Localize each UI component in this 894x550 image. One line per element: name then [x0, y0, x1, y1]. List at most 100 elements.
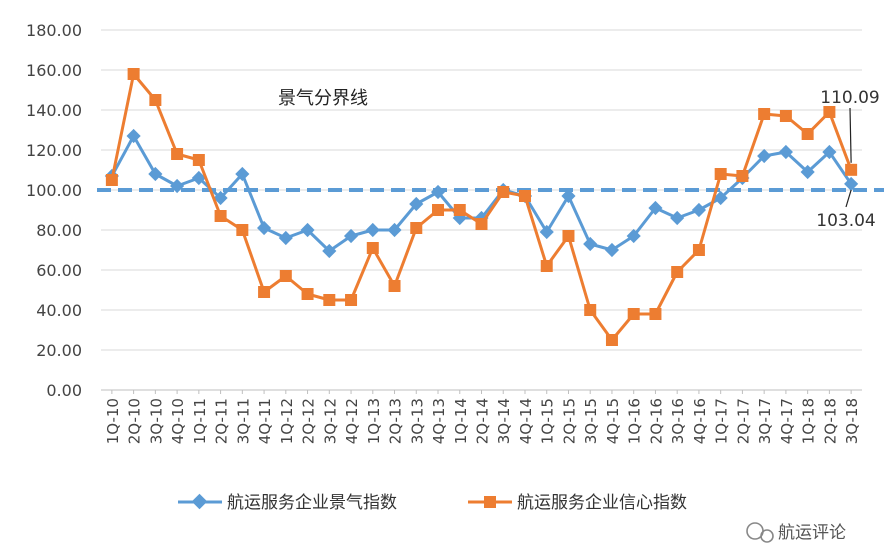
data-point	[823, 106, 836, 118]
x-tick-label: 2Q-10	[126, 398, 144, 444]
data-point	[714, 168, 727, 180]
x-tick-label: 4Q-16	[691, 398, 709, 444]
x-tick-label: 3Q-16	[669, 398, 687, 444]
legend-item-信心: 航运服务企业信心指数	[468, 493, 687, 513]
annotations: 110.09 103.04	[816, 88, 879, 231]
data-point	[192, 154, 205, 166]
data-point	[300, 222, 315, 238]
series-0	[104, 128, 859, 259]
data-point	[844, 176, 859, 191]
legend-label-1: 航运服务企业信心指数	[517, 493, 687, 513]
legend-item-景气: 航运服务企业景气指数	[178, 493, 397, 513]
data-point	[497, 186, 510, 198]
y-tick-label: 120.00	[26, 141, 82, 160]
data-point	[627, 308, 640, 320]
annotation-leader	[849, 107, 852, 163]
data-point	[713, 190, 728, 206]
data-point	[453, 204, 466, 216]
watermark-logo-icon	[746, 522, 774, 543]
x-tick-label: 3Q-10	[147, 398, 165, 444]
x-tick-label: 3Q-14	[495, 398, 513, 444]
y-tick-label: 20.00	[36, 341, 82, 360]
data-point	[583, 236, 598, 252]
data-point	[214, 210, 227, 222]
data-point	[278, 230, 293, 246]
reference-line-label: 景气分界线	[278, 88, 368, 109]
series-1	[105, 68, 858, 346]
data-point	[778, 144, 793, 160]
data-point	[127, 68, 140, 80]
x-tick-label: 3Q-18	[843, 398, 861, 444]
data-point	[410, 222, 423, 234]
data-point	[301, 288, 314, 300]
x-tick-label: 2Q-15	[560, 398, 578, 444]
x-tick-label: 1Q-13	[365, 398, 383, 444]
x-tick-label: 4Q-17	[778, 398, 796, 444]
data-point	[605, 334, 618, 346]
data-point	[149, 94, 162, 106]
x-tick-label: 2Q-17	[734, 398, 752, 444]
series-layer	[104, 68, 859, 346]
x-tick-label: 4Q-10	[169, 398, 187, 444]
data-point	[323, 294, 336, 306]
data-point	[779, 110, 792, 122]
data-point	[235, 166, 250, 182]
data-point	[692, 244, 705, 256]
legend-label-0: 航运服务企业景气指数	[227, 493, 397, 513]
data-point	[648, 200, 663, 216]
x-tick-label: 1Q-12	[278, 398, 296, 444]
data-point	[213, 190, 228, 206]
x-tick-label: 2Q-13	[387, 398, 405, 444]
data-point	[649, 308, 662, 320]
annotation-leader	[845, 189, 852, 208]
data-point	[432, 204, 445, 216]
x-tick-label: 1Q-17	[713, 398, 731, 444]
data-point	[170, 178, 185, 194]
data-point	[258, 286, 271, 298]
x-tick-label: 3Q-12	[321, 398, 339, 444]
data-point	[279, 270, 292, 282]
x-tick-label: 1Q-10	[104, 398, 122, 444]
x-tick-label: 3Q-17	[756, 398, 774, 444]
data-point	[257, 220, 272, 236]
data-point	[736, 170, 749, 182]
data-point	[409, 196, 424, 212]
data-point	[561, 188, 576, 204]
data-point	[584, 304, 597, 316]
data-point	[670, 210, 685, 226]
x-tick-label: 4Q-12	[343, 398, 361, 444]
data-label: 110.09	[820, 88, 879, 108]
y-tick-label: 100.00	[26, 181, 82, 200]
data-point	[801, 128, 814, 140]
x-tick-label: 2Q-11	[213, 398, 231, 444]
data-point	[388, 280, 401, 292]
data-point	[475, 218, 488, 230]
x-tick-label: 2Q-16	[647, 398, 665, 444]
y-tick-label: 180.00	[26, 21, 82, 40]
data-point	[365, 222, 380, 238]
data-point	[366, 242, 379, 254]
x-tick-label: 2Q-18	[821, 398, 839, 444]
data-point	[345, 294, 358, 306]
x-tick-label: 3Q-11	[234, 398, 252, 444]
y-tick-label: 40.00	[36, 301, 82, 320]
data-point	[691, 202, 706, 218]
legend: 航运服务企业景气指数 航运服务企业信心指数	[178, 493, 687, 513]
x-tick-label: 1Q-16	[626, 398, 644, 444]
data-point	[604, 242, 620, 258]
x-tick-label: 1Q-11	[191, 398, 209, 444]
y-tick-label: 160.00	[26, 61, 82, 80]
data-point	[757, 148, 772, 164]
data-point	[800, 164, 815, 180]
y-axis-ticks: 0.00 20.00 40.00 60.00 80.00 100.00 120.00 140.…	[26, 21, 82, 400]
data-point	[191, 170, 206, 186]
y-tick-label: 140.00	[26, 101, 82, 120]
x-tick-label: 4Q-13	[430, 398, 448, 444]
series-line	[110, 72, 853, 342]
data-point	[148, 166, 163, 182]
x-axis-ticks: 1Q-10 2Q-10 3Q-10 4Q-10 1Q-11 2Q-11 3Q-11 4Q-11…	[104, 390, 861, 444]
x-tick-label: 4Q-14	[517, 398, 535, 444]
data-point	[387, 222, 402, 238]
x-tick-label: 2Q-14	[474, 398, 492, 444]
